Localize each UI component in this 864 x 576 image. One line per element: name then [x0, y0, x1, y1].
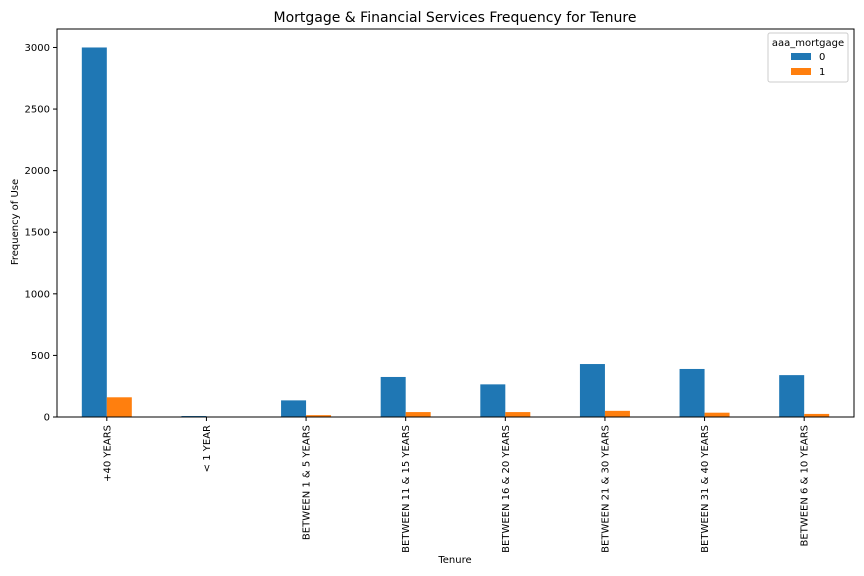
x-tick-label: +40 YEARS	[102, 425, 113, 482]
y-tick-label: 1500	[25, 228, 50, 239]
legend-label-0: 0	[819, 52, 825, 63]
bar-series-1	[704, 412, 730, 417]
bar-series-0	[679, 368, 705, 417]
y-tick-label: 2000	[25, 166, 50, 177]
legend-label-1: 1	[819, 67, 825, 78]
bar-series-1	[804, 413, 830, 417]
bar-series-0	[81, 47, 107, 417]
bar-series-0	[579, 364, 605, 417]
plot-frame	[56, 28, 855, 418]
y-tick-label: 3000	[25, 43, 50, 54]
legend-swatch-0	[791, 53, 811, 60]
x-tick-label: BETWEEN 1 & 5 YEARS	[302, 425, 313, 540]
plot-area: 0 500 1000 1500 2000 2500 3000 +40 YEARS < 1 YEA…	[25, 43, 830, 553]
bar-series-0	[281, 400, 307, 417]
y-axis-label: Frequency of Use	[10, 179, 21, 265]
bar-series-1	[405, 412, 431, 417]
bar-series-0	[480, 384, 506, 417]
y-tick-label: 2500	[25, 105, 50, 116]
x-tick-label: BETWEEN 16 & 20 YEARS	[501, 425, 512, 553]
y-tick-label: 500	[31, 351, 50, 362]
legend: aaa_mortgage 0 1	[767, 32, 849, 83]
legend-swatch-1	[791, 68, 811, 75]
x-tick-label: BETWEEN 21 & 30 YEARS	[600, 425, 611, 553]
bar-series-1	[505, 412, 531, 417]
y-tick-label: 1000	[25, 289, 50, 300]
bar-series-1	[306, 415, 332, 417]
bar-series-0	[779, 375, 805, 417]
x-tick-label: BETWEEN 11 & 15 YEARS	[401, 425, 412, 553]
x-axis-label: Tenure	[437, 555, 471, 566]
x-tick-label: < 1 YEAR	[202, 425, 213, 472]
legend-title: aaa_mortgage	[772, 38, 844, 49]
x-tick-label: BETWEEN 31 & 40 YEARS	[700, 425, 711, 553]
y-tick-label: 0	[44, 413, 50, 424]
chart-title: Mortgage & Financial Services Frequency …	[274, 10, 637, 26]
bar-series-0	[380, 376, 406, 417]
bar-series-1	[604, 410, 630, 417]
bar-series-1	[106, 397, 132, 417]
x-tick-label: BETWEEN 6 & 10 YEARS	[800, 425, 811, 546]
